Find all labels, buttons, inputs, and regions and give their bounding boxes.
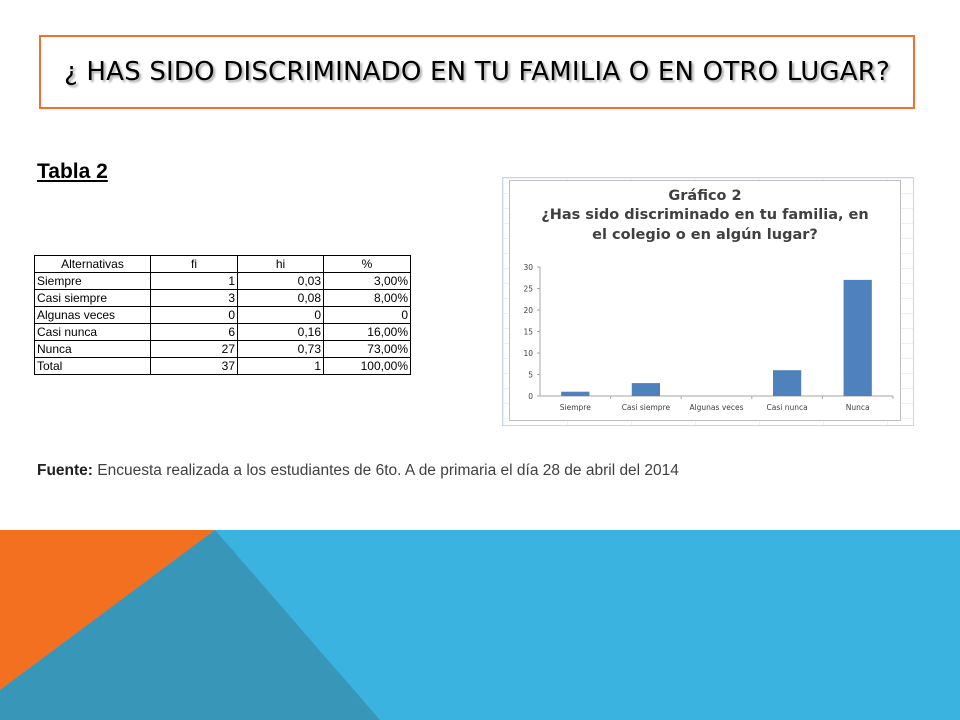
bar (561, 391, 590, 396)
y-tick-label: 15 (523, 328, 533, 337)
slide-title: ¿ HAS SIDO DISCRIMINADO EN TU FAMILIA O … (63, 57, 891, 87)
table-cell: Siempre (34, 272, 151, 290)
x-tick-label: Nunca (846, 403, 870, 412)
table-cell: Total (34, 357, 151, 375)
table-row: Casi siempre 3 0,08 8,00% (34, 289, 411, 307)
y-tick-label: 20 (523, 306, 533, 315)
table-cell: 16,00% (323, 323, 411, 341)
table-cell: 37 (150, 357, 238, 375)
table-cell: 0 (150, 306, 238, 324)
table-cell: 0,73 (237, 340, 324, 358)
table-cell: Algunas veces (34, 306, 151, 324)
table-cell: 100,00% (323, 357, 411, 375)
bar (772, 370, 802, 396)
table-cell: 27 (150, 340, 238, 358)
column-header: % (323, 255, 411, 273)
decorative-band (0, 530, 960, 720)
chart-area: Gráfico 2 ¿Has sido discriminado en tu f… (509, 180, 901, 421)
x-tick-label: Algunas veces (689, 403, 743, 412)
footnote-label: Fuente: (37, 462, 93, 479)
table-cell: 0,08 (237, 289, 324, 307)
table-cell: Casi siempre (34, 289, 151, 307)
y-tick-label: 10 (523, 349, 533, 358)
table-row: Casi nunca 6 0,16 16,00% (34, 323, 411, 341)
y-tick-label: 25 (523, 285, 533, 294)
table-cell: 1 (150, 272, 238, 290)
table-cell: 3,00% (323, 272, 411, 290)
chart-image: Gráfico 2 ¿Has sido discriminado en tu f… (502, 177, 914, 426)
y-tick-label: 30 (523, 263, 533, 272)
y-tick-label: 5 (528, 371, 533, 380)
chart-title-line1: Gráfico 2 (668, 188, 742, 204)
bar (843, 279, 872, 396)
table-cell: 8,00% (323, 289, 411, 307)
table-cell: 73,00% (323, 340, 411, 358)
table-row: Nunca 27 0,73 73,00% (34, 340, 411, 358)
table-total-row: Total 37 1 100,00% (34, 357, 411, 375)
chart-title-line3: el colegio o en algún lugar? (592, 227, 818, 243)
source-footnote: Fuente: Encuesta realizada a los estudia… (37, 462, 679, 480)
table-cell: 0 (323, 306, 411, 324)
table-cell: 1 (237, 357, 324, 375)
footnote-text: Encuesta realizada a los estudiantes de … (92, 462, 679, 479)
table-cell: 6 (150, 323, 238, 341)
bar-chart-svg: 0 5 10 15 20 25 30 Siempre Casi siempre Algunas v… (523, 263, 894, 412)
title-box: ¿ HAS SIDO DISCRIMINADO EN TU FAMILIA O … (39, 35, 915, 109)
table-heading: Tabla 2 (37, 160, 108, 183)
column-header: fi (150, 255, 238, 273)
table-cell: 3 (150, 289, 238, 307)
table-cell: Nunca (34, 340, 151, 358)
table-cell: 0 (237, 306, 324, 324)
column-header: hi (237, 255, 324, 273)
band-dark-shape (0, 530, 380, 720)
table-header-row: Alternativas fi hi % (34, 255, 411, 273)
table-cell: 0,16 (237, 323, 324, 341)
table-cell: 0,03 (237, 272, 324, 290)
x-tick-label: Casi nunca (766, 403, 807, 412)
bar (631, 383, 661, 396)
frequency-table: Alternativas fi hi % Siempre 1 0,03 3,00… (34, 255, 411, 375)
table-row: Siempre 1 0,03 3,00% (34, 272, 411, 290)
table-cell: Casi nunca (34, 323, 151, 341)
column-header: Alternativas (34, 255, 151, 273)
table-row: Algunas veces 0 0 0 (34, 306, 411, 324)
x-tick-label: Siempre (560, 403, 591, 412)
y-tick-label: 0 (528, 392, 533, 401)
chart-title-line2: ¿Has sido discriminado en tu familia, en (541, 207, 869, 223)
x-tick-label: Casi siempre (622, 403, 671, 412)
